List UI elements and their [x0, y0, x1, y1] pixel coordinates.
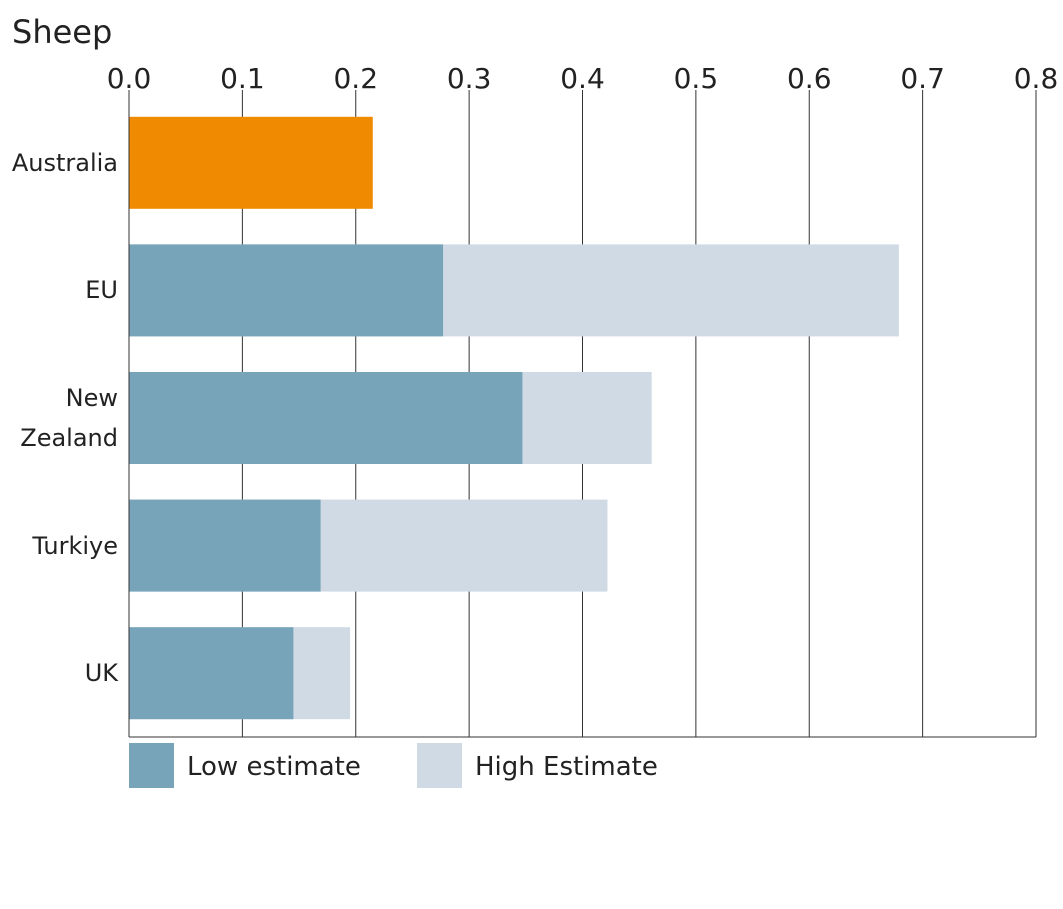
x-tick-label: 0.7	[900, 62, 945, 95]
bar	[129, 244, 444, 337]
x-tick-label: 0.2	[333, 62, 378, 95]
x-tick-label: 0.0	[107, 62, 152, 95]
legend-swatch	[129, 743, 174, 788]
bar	[129, 372, 523, 464]
bar	[129, 499, 321, 592]
x-tick-label: 0.8	[1014, 62, 1059, 95]
x-tick-label: 0.1	[220, 62, 265, 95]
y-tick-label: UK	[84, 659, 118, 688]
y-tick-label: New Zealand	[20, 384, 118, 452]
chart-title: Sheep	[12, 13, 112, 51]
legend-label: High Estimate	[475, 752, 658, 782]
legend-swatch	[417, 743, 462, 788]
bar	[129, 627, 294, 720]
x-tick-label: 0.6	[787, 62, 832, 95]
y-tick-label: Turkiye	[32, 531, 118, 560]
bar	[129, 116, 373, 209]
y-tick-label: EU	[85, 276, 118, 305]
y-tick-label: Australia	[11, 148, 118, 177]
legend-label: Low estimate	[187, 752, 361, 782]
x-tick-label: 0.5	[674, 62, 719, 95]
x-tick-label: 0.3	[447, 62, 492, 95]
x-tick-label: 0.4	[560, 62, 605, 95]
